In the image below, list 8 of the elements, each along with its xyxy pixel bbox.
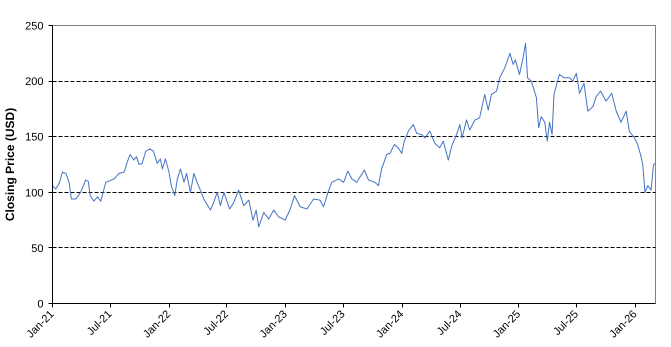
- line-series: [52, 42, 656, 228]
- y-tick-label: 50: [31, 242, 44, 255]
- y-axis-title: Closing Price (USD): [3, 108, 18, 222]
- y-tick-label: 150: [25, 132, 44, 144]
- y-tick-label: 100: [25, 187, 44, 200]
- y-tick-label: 250: [25, 20, 44, 32]
- y-tick-label: 200: [25, 76, 44, 88]
- y-tick-label: 0: [37, 298, 44, 310]
